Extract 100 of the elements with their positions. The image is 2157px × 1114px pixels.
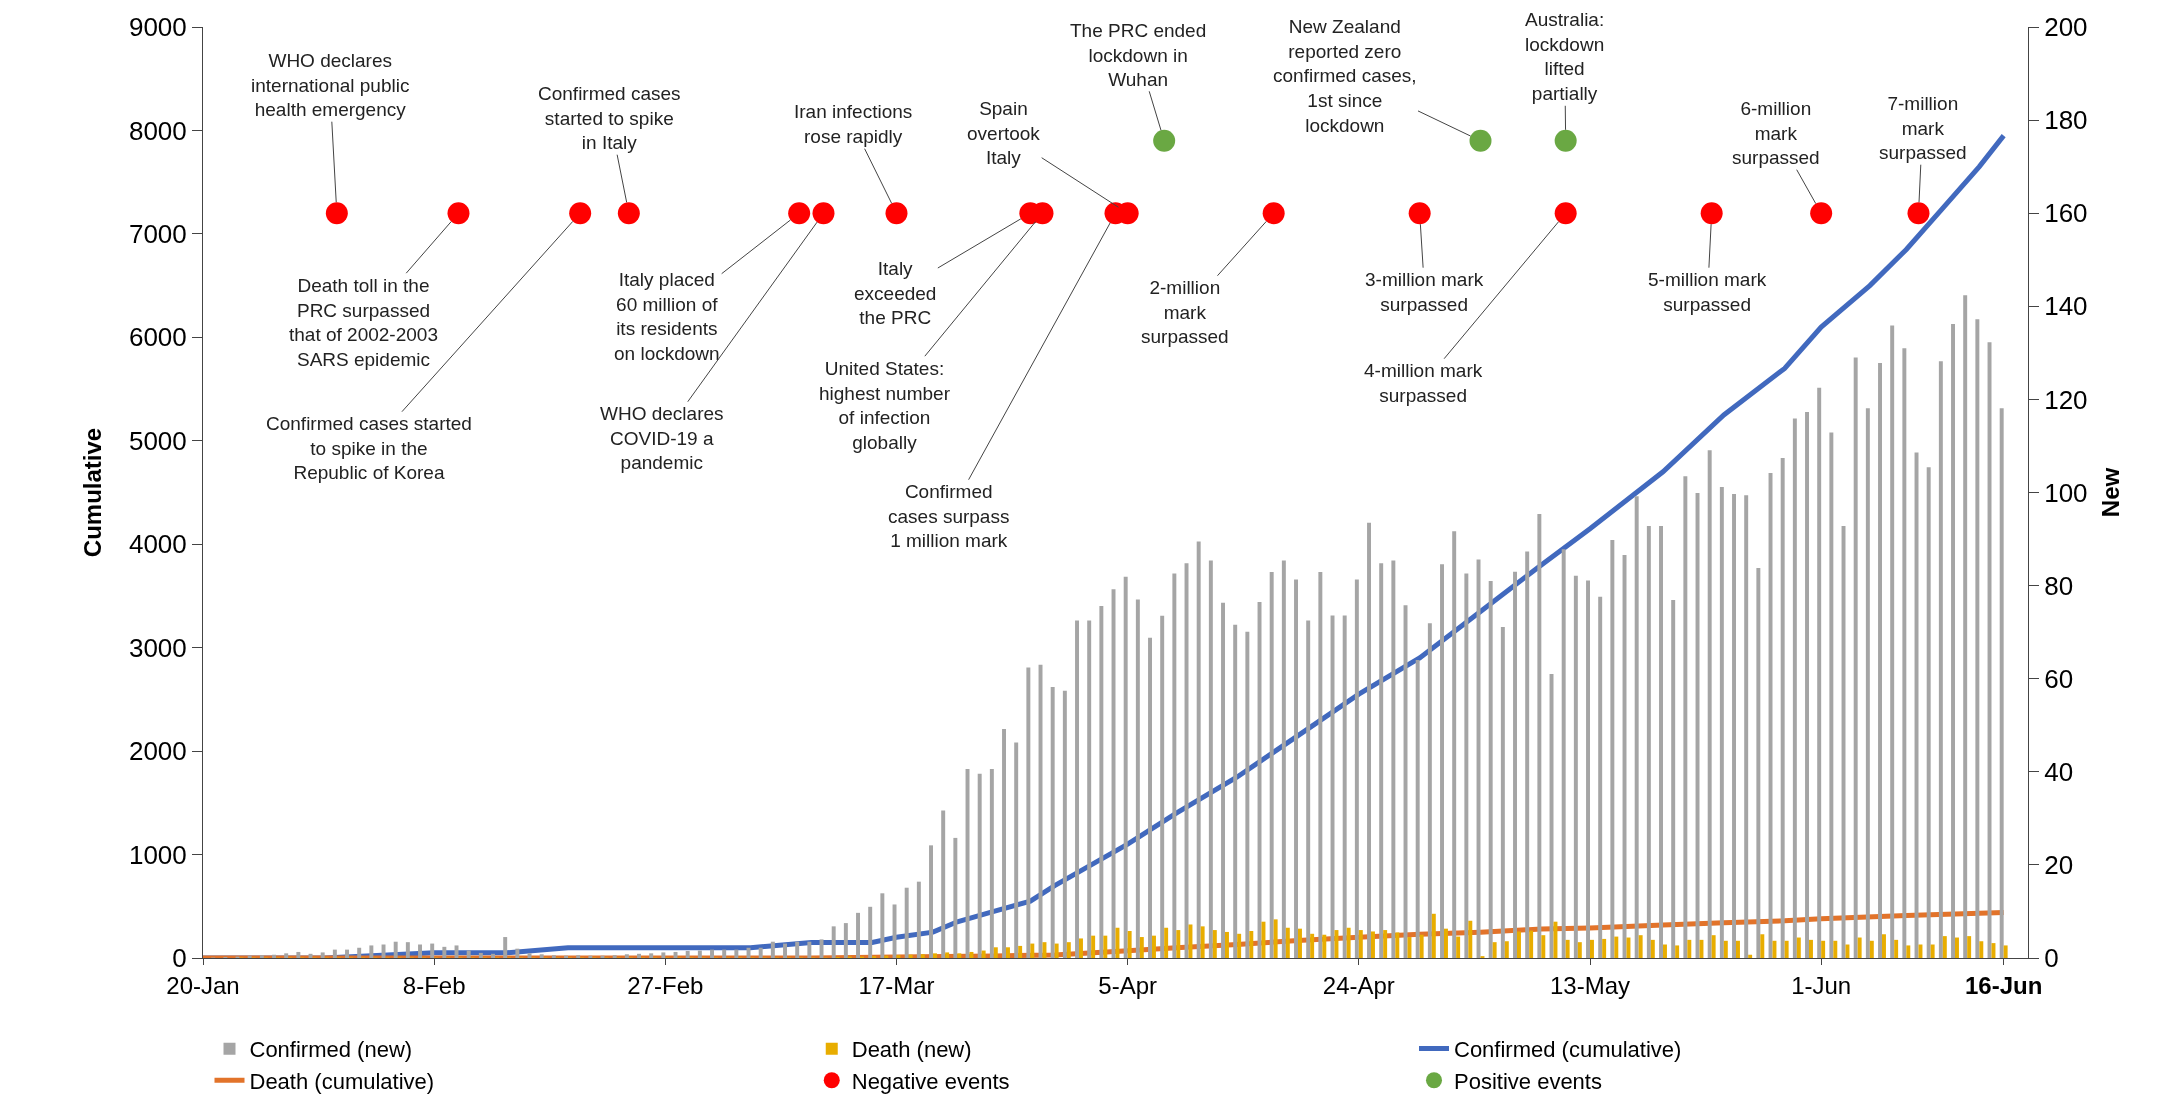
bar <box>332 949 337 958</box>
bar <box>1671 600 1676 958</box>
bar <box>965 769 970 958</box>
bar <box>1054 943 1059 958</box>
bar <box>1602 938 1607 958</box>
y-tick-label: 1000 <box>128 839 187 870</box>
x-tick-label: 27-Feb <box>627 971 704 999</box>
bar <box>1026 667 1031 958</box>
bar <box>1930 944 1935 958</box>
bar <box>515 948 520 958</box>
bar <box>1821 940 1826 958</box>
bar <box>1403 605 1408 958</box>
bar <box>661 952 666 958</box>
x-tick-label: 16-Jun <box>1964 971 2043 999</box>
y-tick-label: 4000 <box>128 529 187 560</box>
bar <box>1002 728 1006 958</box>
bar <box>933 953 937 958</box>
bar <box>1610 539 1615 958</box>
bar <box>1148 637 1152 958</box>
bar <box>1565 939 1570 958</box>
x-tick-label: 5-Apr <box>1098 971 1158 999</box>
bar <box>1281 560 1286 958</box>
bar <box>795 941 800 958</box>
bar <box>1014 742 1019 958</box>
bar <box>953 837 958 958</box>
bar <box>1938 361 1943 958</box>
bar <box>1079 938 1083 958</box>
bar <box>539 954 544 958</box>
bar <box>1342 615 1347 958</box>
bar <box>527 953 532 958</box>
y-axis-title: Cumulative <box>79 427 107 558</box>
bar <box>1367 522 1371 958</box>
bar <box>1987 342 1992 958</box>
bar <box>1513 571 1517 958</box>
y-tick-label: 3000 <box>128 632 187 663</box>
bar <box>880 893 885 958</box>
bar <box>770 941 775 958</box>
bar <box>1683 476 1688 958</box>
bar <box>1358 930 1363 958</box>
bar <box>1038 664 1043 958</box>
y-tick-label: 6000 <box>128 322 187 353</box>
annotation: Australia: lockdown lifted partially <box>1525 9 1605 105</box>
bar <box>612 955 617 958</box>
bar <box>1269 572 1274 958</box>
bar <box>843 923 848 958</box>
bar <box>284 953 289 958</box>
x-tick-label: 24-Apr <box>1322 971 1395 999</box>
annotation: New Zealand reported zero confirmed cases, 1st since lockdown <box>1273 16 1417 136</box>
x-tick-label: 1-Jun <box>1791 971 1852 999</box>
y2-tick-label: 80 <box>2044 570 2074 601</box>
bar <box>856 912 860 958</box>
bar <box>1427 623 1432 958</box>
bar <box>1663 944 1667 958</box>
bar <box>1383 930 1388 958</box>
bar <box>1456 936 1461 958</box>
bar <box>1894 939 1899 958</box>
bar <box>1646 526 1651 958</box>
bar <box>1951 323 1955 958</box>
bar <box>1419 934 1424 958</box>
bar <box>734 949 739 958</box>
bar <box>466 950 471 958</box>
bar <box>1249 931 1254 958</box>
bar <box>1833 940 1838 958</box>
bar <box>1780 458 1785 958</box>
bar <box>1030 943 1035 958</box>
bar <box>272 954 276 958</box>
bar <box>1139 937 1144 958</box>
y2-tick-label: 120 <box>2044 384 2088 415</box>
y-tick-label: 5000 <box>128 425 187 456</box>
bar <box>1760 934 1765 958</box>
bar <box>722 949 727 958</box>
bar <box>1732 493 1736 958</box>
bar <box>418 944 422 958</box>
y2-tick-label: 60 <box>2044 663 2074 694</box>
bar <box>945 952 950 958</box>
annotation: Death toll in the PRC surpassed that of 2002-2003 SARS epidemic <box>289 275 438 371</box>
bar <box>697 950 702 958</box>
bar <box>1586 580 1590 958</box>
bar <box>381 944 386 958</box>
bar <box>1257 601 1262 958</box>
y-tick-label: 9000 <box>128 12 187 43</box>
bar <box>1164 927 1169 958</box>
bar <box>1926 467 1931 958</box>
bar <box>868 906 873 958</box>
bar <box>1135 599 1140 958</box>
bar <box>783 943 787 958</box>
bar <box>1577 942 1582 958</box>
bar <box>1330 615 1335 958</box>
annotation: Confirmed cases started to spike in Italy <box>538 83 681 154</box>
bar <box>1444 928 1448 958</box>
bar <box>1075 620 1079 958</box>
bar <box>357 947 362 958</box>
y-tick-label: 8000 <box>128 115 187 146</box>
bar <box>1809 939 1813 958</box>
bar <box>1184 563 1189 958</box>
bar <box>807 941 812 958</box>
bar <box>1719 486 1724 958</box>
bar <box>1695 492 1700 958</box>
bar <box>1882 934 1886 958</box>
bar <box>1796 937 1801 958</box>
